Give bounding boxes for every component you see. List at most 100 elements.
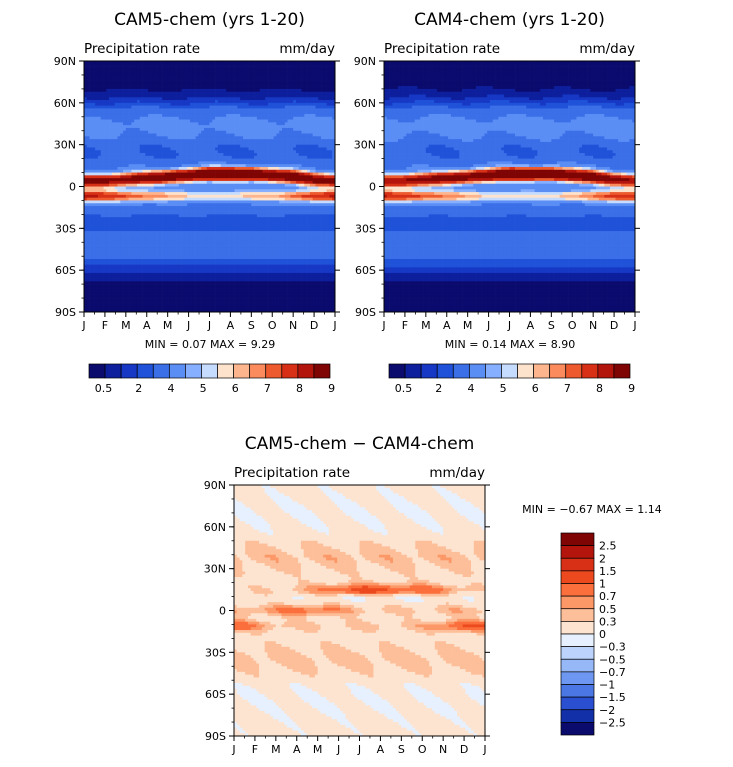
heatmap-cell bbox=[201, 270, 205, 274]
heatmap-cell bbox=[153, 158, 157, 162]
heatmap-cell bbox=[159, 147, 163, 151]
heatmap-cell bbox=[84, 197, 88, 201]
heatmap-cell bbox=[220, 206, 224, 210]
heatmap-cell bbox=[189, 194, 194, 199]
heatmap-cell bbox=[117, 200, 121, 204]
heatmap-cell bbox=[145, 292, 149, 296]
heatmap-cell bbox=[215, 284, 219, 288]
heatmap-cell bbox=[170, 250, 174, 254]
heatmap-cell bbox=[128, 186, 132, 190]
heatmap-cell bbox=[156, 108, 160, 112]
heatmap-cell bbox=[97, 292, 102, 296]
heatmap-cell bbox=[103, 158, 107, 162]
heatmap-cell bbox=[95, 94, 99, 98]
heatmap-cell bbox=[164, 267, 169, 271]
heatmap-cell bbox=[123, 144, 127, 148]
heatmap-cell bbox=[223, 119, 227, 123]
heatmap-cell bbox=[189, 144, 194, 148]
heatmap-cell bbox=[198, 164, 202, 168]
heatmap-cell bbox=[114, 183, 118, 187]
heatmap-cell bbox=[223, 309, 227, 313]
heatmap-cell bbox=[206, 147, 210, 151]
heatmap-cell bbox=[95, 105, 99, 109]
heatmap-cell bbox=[201, 94, 205, 98]
heatmap-cell bbox=[106, 94, 110, 98]
heatmap-cell bbox=[215, 113, 219, 118]
heatmap-cell bbox=[106, 233, 110, 238]
heatmap-cell bbox=[136, 164, 141, 168]
heatmap-cell bbox=[84, 169, 88, 173]
heatmap-cell bbox=[209, 222, 213, 226]
heatmap-cell bbox=[231, 150, 235, 154]
heatmap-cell bbox=[117, 97, 121, 101]
heatmap-cell bbox=[195, 175, 199, 179]
heatmap-cell bbox=[173, 153, 177, 157]
heatmap-cell bbox=[145, 228, 149, 232]
heatmap-cell bbox=[187, 298, 191, 302]
heatmap-cell bbox=[209, 306, 213, 310]
heatmap-cell bbox=[84, 278, 88, 282]
heatmap-cell bbox=[187, 259, 191, 263]
heatmap-cell bbox=[97, 141, 102, 146]
heatmap-cell bbox=[226, 147, 230, 151]
heatmap-cell bbox=[156, 236, 160, 240]
heatmap-cell bbox=[86, 309, 90, 313]
heatmap-cell bbox=[131, 203, 135, 207]
heatmap-cell bbox=[89, 180, 93, 185]
heatmap-cell bbox=[223, 300, 227, 304]
heatmap-cell bbox=[150, 161, 155, 165]
heatmap-cell bbox=[173, 113, 177, 118]
heatmap-cell bbox=[139, 217, 143, 221]
heatmap-cell bbox=[176, 275, 180, 279]
heatmap-cell bbox=[189, 166, 194, 171]
heatmap-cell bbox=[92, 298, 96, 302]
heatmap-cell bbox=[159, 247, 163, 251]
heatmap-cell bbox=[123, 194, 127, 199]
heatmap-cell bbox=[220, 281, 224, 285]
heatmap-cell bbox=[212, 228, 216, 232]
heatmap-cell bbox=[111, 169, 116, 173]
heatmap-cell bbox=[97, 225, 102, 229]
heatmap-cell bbox=[139, 203, 143, 207]
heatmap-cell bbox=[237, 122, 241, 126]
heatmap-cell bbox=[206, 306, 210, 310]
heatmap-cell bbox=[189, 253, 194, 257]
heatmap-cell bbox=[111, 158, 116, 162]
heatmap-cell bbox=[109, 144, 113, 148]
heatmap-cell bbox=[153, 136, 157, 140]
heatmap-cell bbox=[131, 122, 135, 126]
heatmap-cell bbox=[125, 127, 129, 132]
heatmap-cell bbox=[106, 275, 110, 279]
heatmap-cell bbox=[189, 267, 194, 271]
heatmap-cell bbox=[198, 125, 202, 129]
heatmap-cell bbox=[92, 211, 96, 215]
heatmap-cell bbox=[106, 289, 110, 293]
heatmap-cell bbox=[189, 66, 194, 70]
heatmap-cell bbox=[148, 245, 152, 249]
heatmap-cell bbox=[97, 214, 102, 218]
heatmap-cell bbox=[103, 127, 107, 132]
heatmap-cell bbox=[148, 219, 152, 224]
heatmap-cell bbox=[189, 72, 194, 76]
heatmap-cell bbox=[229, 259, 233, 263]
heatmap-cell bbox=[173, 200, 177, 204]
heatmap-cell bbox=[134, 88, 138, 93]
heatmap-cell bbox=[89, 222, 93, 226]
heatmap-cell bbox=[86, 158, 90, 162]
heatmap-cell bbox=[164, 186, 169, 190]
heatmap-cell bbox=[226, 172, 230, 176]
heatmap-cell bbox=[162, 102, 166, 106]
heatmap-cell bbox=[95, 259, 99, 263]
heatmap-cell bbox=[189, 164, 194, 168]
heatmap-cell bbox=[148, 194, 152, 199]
heatmap-cell bbox=[209, 100, 213, 104]
heatmap-cell bbox=[145, 172, 149, 176]
heatmap-cell bbox=[111, 130, 116, 134]
heatmap-cell bbox=[184, 80, 188, 84]
heatmap-cell bbox=[164, 214, 169, 218]
heatmap-cell bbox=[100, 169, 104, 173]
heatmap-cell bbox=[206, 200, 210, 204]
heatmap-cell bbox=[148, 217, 152, 221]
heatmap-cell bbox=[220, 253, 224, 257]
heatmap-cell bbox=[215, 309, 219, 313]
